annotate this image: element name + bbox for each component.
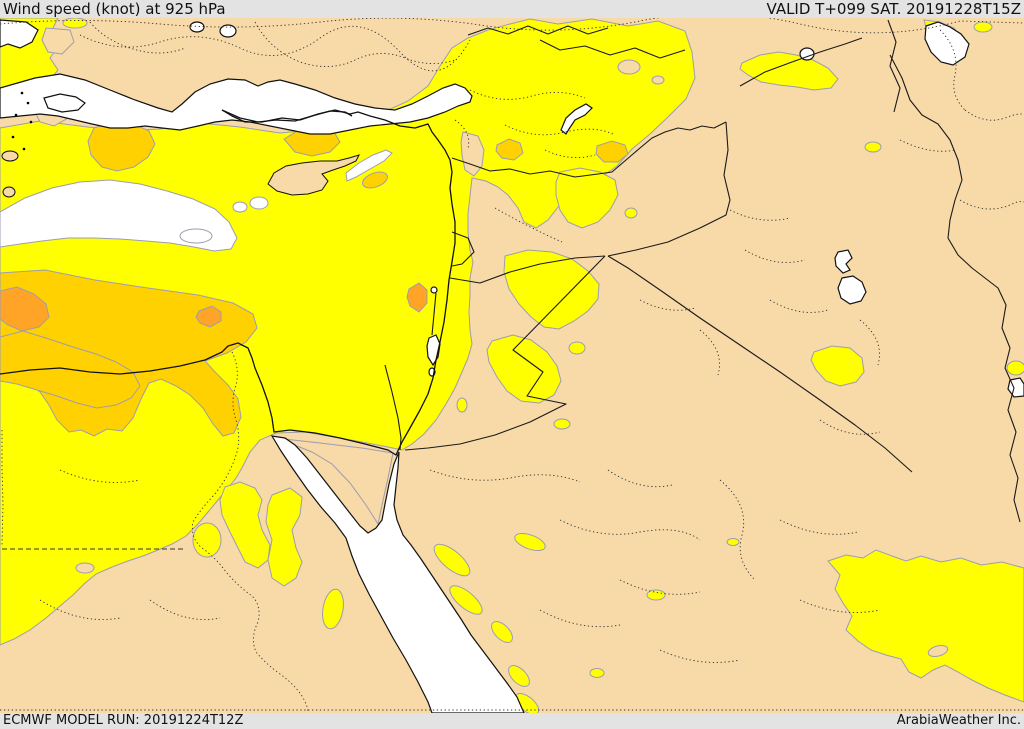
israel-egypt-border bbox=[384, 364, 402, 451]
mediterranean-coastline bbox=[0, 109, 456, 456]
map-canvas bbox=[0, 18, 1024, 713]
jordan-borders bbox=[449, 255, 606, 284]
map-title: Wind speed (knot) at 925 hPa bbox=[3, 0, 226, 18]
caspian-sea bbox=[924, 21, 970, 66]
model-run-label: ECMWF MODEL RUN: 20191224T12Z bbox=[3, 713, 244, 728]
lebanon-border bbox=[451, 231, 475, 267]
wind-band-mid-contours bbox=[0, 86, 629, 437]
wind-band-low-contours bbox=[0, 18, 1024, 713]
iraq-saudi-border bbox=[607, 255, 913, 473]
seas-and-lakes bbox=[0, 19, 1024, 713]
sea-of-marmara bbox=[43, 93, 86, 113]
admin-boundaries-dotted bbox=[0, 18, 1024, 713]
black-sea bbox=[0, 73, 473, 135]
iran-iraq-border bbox=[889, 54, 1021, 523]
brand-label: ArabiaWeather Inc. bbox=[896, 713, 1021, 728]
coastlines bbox=[0, 91, 456, 456]
aras-border bbox=[739, 37, 863, 87]
header-bar: Wind speed (knot) at 925 hPa VALID T+099… bbox=[0, 0, 1024, 18]
sea-of-galilee bbox=[430, 286, 438, 294]
aegean-island bbox=[1, 150, 19, 162]
valid-time-label: VALID T+099 SAT. 20191228T15Z bbox=[766, 0, 1021, 18]
syria-iraq-border bbox=[607, 121, 731, 257]
iran-azerbaijan-border bbox=[887, 19, 901, 113]
aegean-island bbox=[2, 186, 16, 198]
nile-river bbox=[191, 351, 309, 713]
footer-bar: ECMWF MODEL RUN: 20191224T12Z ArabiaWeat… bbox=[0, 713, 1024, 729]
mediterranean-sea bbox=[0, 179, 238, 252]
turkey-syria-border bbox=[451, 121, 727, 178]
cyprus-island bbox=[267, 154, 360, 196]
lake-razzaza bbox=[837, 275, 867, 305]
north-coast-islet bbox=[0, 19, 39, 49]
lake-van bbox=[560, 103, 593, 135]
wind-band-high-contours bbox=[0, 282, 428, 332]
wind-speed-map-svg bbox=[0, 18, 1024, 713]
red-sea bbox=[270, 435, 525, 713]
lake-tharthar bbox=[834, 249, 853, 274]
